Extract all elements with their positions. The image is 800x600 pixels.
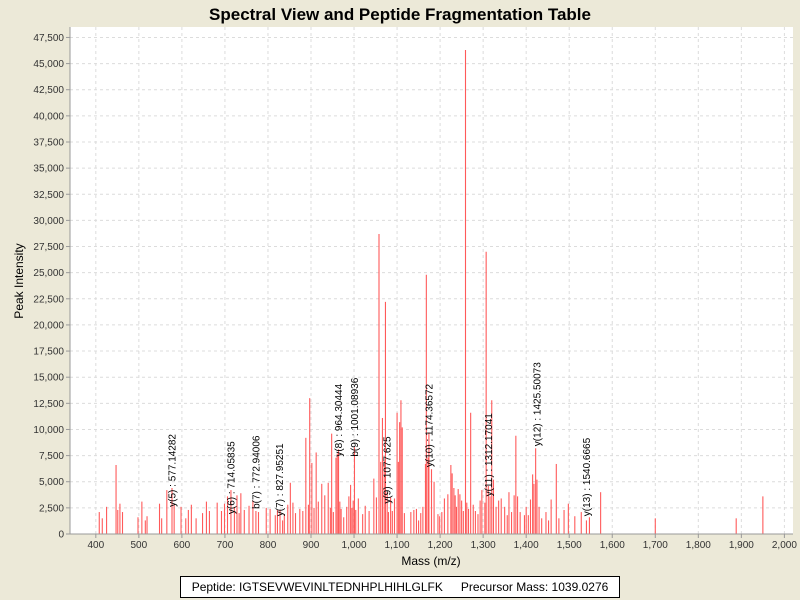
fragment-annotation: b(9) : 1001.08936 [350,377,361,456]
x-tick-label: 1,300 [471,540,496,551]
y-tick-label: 0 [58,530,64,541]
peptide-sequence: Peptide: IGTSEVWEVINLTEDNHPLHIHLGLFK [191,580,443,594]
y-tick-label: 5,000 [39,477,64,488]
x-tick-label: 1,500 [557,540,582,551]
x-tick-label: 1,400 [514,540,539,551]
x-tick-label: 800 [260,540,277,551]
x-tick-label: 1,200 [428,540,453,551]
fragment-annotation: y(5) : 577.14282 [167,434,178,507]
x-tick-label: 400 [87,540,104,551]
precursor-mass: Precursor Mass: 1039.0276 [460,580,609,594]
plot-area [70,27,793,534]
x-tick-label: 2,000 [772,540,797,551]
x-tick-label: 1,900 [729,540,754,551]
x-tick-label: 900 [303,540,320,551]
fragment-annotation: y(6) : 714.05835 [226,441,237,514]
y-tick-label: 47,500 [33,33,64,44]
y-tick-label: 30,000 [33,216,64,227]
x-tick-label: 500 [131,540,148,551]
fragment-annotation: y(11) : 1312.17041 [484,413,495,497]
y-axis-ticks: 0 2,500 5,000 7,500 10,000 12,500 15,000 17,500… [33,33,70,541]
x-tick-label: 1,000 [342,540,367,551]
y-tick-label: 42,500 [33,85,64,96]
y-tick-label: 7,500 [39,451,64,462]
peptide-info-box: Peptide: IGTSEVWEVINLTEDNHPLHIHLGLFK Pre… [180,576,620,598]
peaks [98,49,764,534]
fragment-annotation: y(8) : 964.30444 [334,383,345,456]
y-tick-label: 27,500 [33,242,64,253]
y-tick-label: 45,000 [33,59,64,70]
x-axis-title: Mass (m/z) [401,554,460,568]
x-axis-ticks: 400 500 600 700 800 900 1,000 1,100 1,200 1,300 1,… [87,534,797,551]
x-tick-label: 1,600 [600,540,625,551]
y-tick-label: 40,000 [33,111,64,122]
y-axis-title: Peak Intensity [12,243,26,318]
x-tick-label: 700 [217,540,234,551]
peak-annotations: y(5) : 577.14282 y(6) : 714.05835 b(7) : 7… [167,362,592,516]
y-tick-label: 2,500 [39,503,64,514]
fragment-annotation: y(9) : 1077.625 [383,436,394,504]
fragment-annotation: y(7) : 827.95251 [275,443,286,516]
y-tick-label: 35,000 [33,164,64,175]
y-tick-label: 12,500 [33,399,64,410]
y-tick-label: 20,000 [33,320,64,331]
y-tick-label: 15,000 [33,373,64,384]
y-tick-label: 17,500 [33,347,64,358]
x-tick-label: 600 [174,540,191,551]
x-tick-label: 1,100 [385,540,410,551]
fragment-annotation: y(10) : 1174.36572 [424,383,435,467]
y-tick-label: 25,000 [33,268,64,279]
y-tick-label: 10,000 [33,425,64,436]
fragment-annotation: y(12) : 1425.50073 [532,362,543,446]
y-tick-label: 37,500 [33,137,64,148]
grid [70,27,793,534]
fragment-annotation: b(7) : 772.94006 [251,435,262,509]
chart-title: Spectral View and Peptide Fragmentation … [209,5,591,24]
x-tick-label: 1,700 [643,540,668,551]
x-tick-label: 1,800 [686,540,711,551]
fragment-annotation: y(13) : 1540.6665 [582,437,593,516]
y-tick-label: 32,500 [33,190,64,201]
y-tick-label: 22,500 [33,294,64,305]
